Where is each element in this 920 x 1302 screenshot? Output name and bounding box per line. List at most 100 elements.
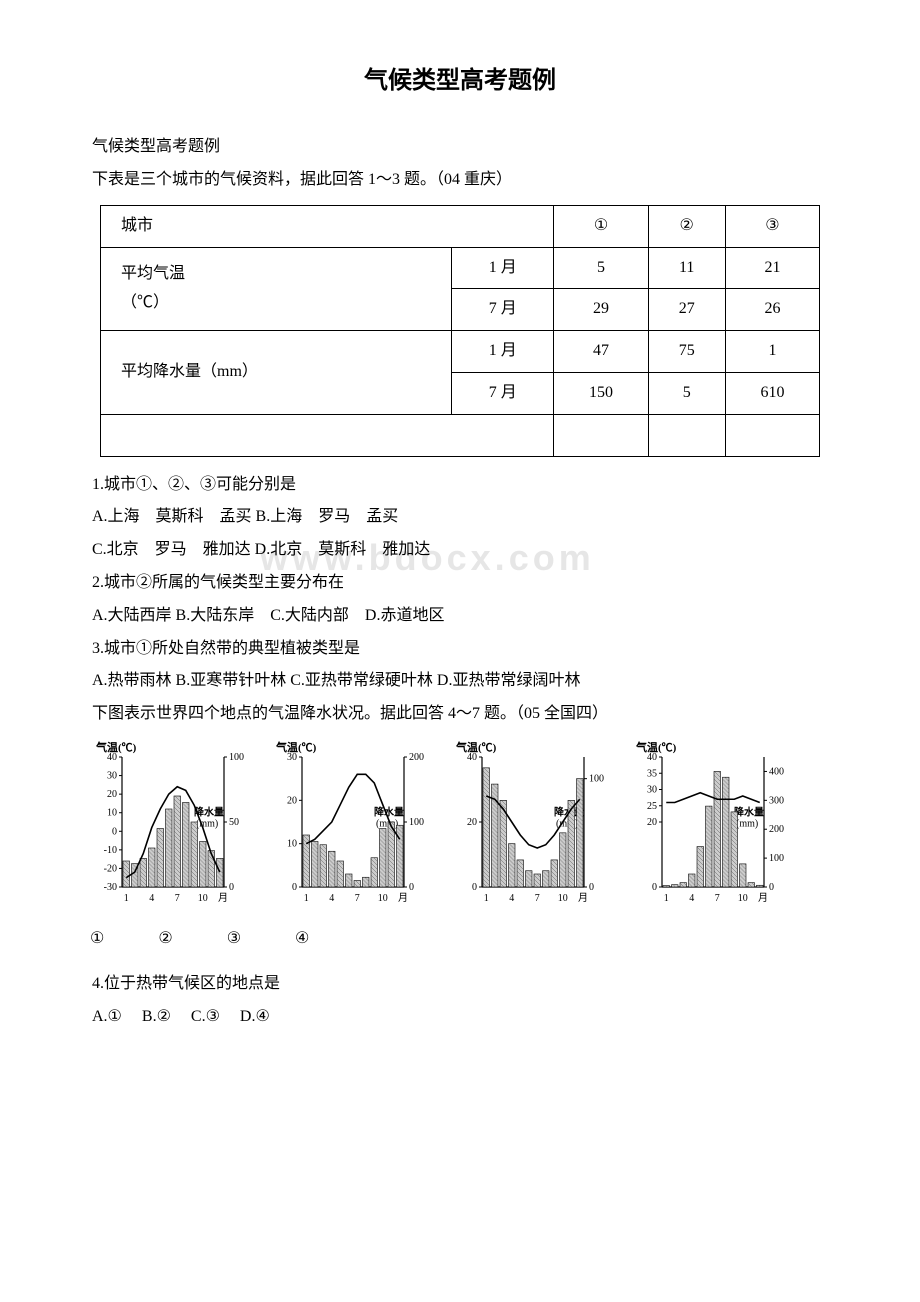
chart-2: 气温(℃)0102030降水量(mm)010020014710月 xyxy=(270,739,440,909)
cell: 75 xyxy=(648,331,725,373)
svg-text:-20: -20 xyxy=(104,863,117,874)
cell: 1 xyxy=(725,331,819,373)
th-c1: ① xyxy=(554,205,648,247)
svg-text:0: 0 xyxy=(652,882,657,893)
svg-text:0: 0 xyxy=(229,882,234,893)
svg-text:10: 10 xyxy=(738,893,748,904)
svg-text:降水量: 降水量 xyxy=(374,805,404,818)
num-1: ① xyxy=(90,930,104,947)
svg-text:月: 月 xyxy=(758,892,768,904)
svg-text:40: 40 xyxy=(467,752,477,763)
svg-text:4: 4 xyxy=(509,893,514,904)
question-4: 4.位于热带气候区的地点是 xyxy=(60,970,860,999)
svg-text:(mm): (mm) xyxy=(376,818,398,829)
cell: 11 xyxy=(648,247,725,289)
th-c3: ③ xyxy=(725,205,819,247)
svg-text:30: 30 xyxy=(647,784,657,795)
svg-text:40: 40 xyxy=(107,752,117,763)
num-2: ② xyxy=(158,930,172,947)
svg-text:0: 0 xyxy=(112,826,117,837)
svg-text:30: 30 xyxy=(287,752,297,763)
svg-text:7: 7 xyxy=(355,893,360,904)
svg-text:月: 月 xyxy=(398,892,408,904)
svg-text:0: 0 xyxy=(292,882,297,893)
svg-text:10: 10 xyxy=(107,808,117,819)
empty-cell xyxy=(648,414,725,456)
svg-text:4: 4 xyxy=(149,893,154,904)
svg-text:1: 1 xyxy=(124,893,129,904)
svg-text:0: 0 xyxy=(409,882,414,893)
svg-text:100: 100 xyxy=(229,752,244,763)
month-jul: 7 月 xyxy=(452,289,554,331)
subtitle: 气候类型高考题例 xyxy=(60,133,860,162)
svg-text:0: 0 xyxy=(769,882,774,893)
svg-text:-10: -10 xyxy=(104,845,117,856)
svg-text:10: 10 xyxy=(558,893,568,904)
svg-text:50: 50 xyxy=(229,817,239,828)
svg-text:0: 0 xyxy=(589,882,594,893)
svg-text:400: 400 xyxy=(769,766,784,777)
svg-text:7: 7 xyxy=(715,893,720,904)
svg-text:25: 25 xyxy=(647,801,657,812)
svg-text:20: 20 xyxy=(467,817,477,828)
num-3: ③ xyxy=(227,930,241,947)
svg-text:4: 4 xyxy=(689,893,694,904)
intro-2: 下图表示世界四个地点的气温降水状况。据此回答 4～7 题。（05 全国四） xyxy=(60,700,860,729)
svg-text:200: 200 xyxy=(769,824,784,835)
question-3-opts: A.热带雨林 B.亚寒带针叶林 C.亚热带常绿硬叶林 D.亚热带常绿阔叶林 xyxy=(60,667,860,696)
cell: 610 xyxy=(725,372,819,414)
svg-text:降水量: 降水量 xyxy=(734,805,764,818)
cell: 150 xyxy=(554,372,648,414)
svg-text:7: 7 xyxy=(535,893,540,904)
cell: 29 xyxy=(554,289,648,331)
svg-text:20: 20 xyxy=(647,817,657,828)
cell: 26 xyxy=(725,289,819,331)
svg-text:月: 月 xyxy=(578,892,588,904)
climate-charts: 气温(℃)-30-20-10010203040降水量(mm)0501001471… xyxy=(90,739,860,909)
svg-text:40: 40 xyxy=(647,752,657,763)
question-1-opts-b: C.北京 罗马 雅加达 D.北京 莫斯科 雅加达 xyxy=(60,536,860,565)
svg-text:100: 100 xyxy=(769,853,784,864)
svg-text:10: 10 xyxy=(378,893,388,904)
chart-numbers: ① ② ③ ④ xyxy=(90,925,860,954)
intro-1: 下表是三个城市的气候资料，据此回答 1～3 题。（04 重庆） xyxy=(60,166,860,195)
temp-unit: （℃） xyxy=(121,294,169,311)
empty-cell xyxy=(725,414,819,456)
svg-text:-30: -30 xyxy=(104,882,117,893)
svg-text:10: 10 xyxy=(198,893,208,904)
empty-cell xyxy=(554,414,648,456)
svg-text:35: 35 xyxy=(647,768,657,779)
svg-text:30: 30 xyxy=(107,771,117,782)
svg-text:100: 100 xyxy=(589,774,604,785)
temp-label-text: 平均气温 xyxy=(121,265,185,282)
svg-text:4: 4 xyxy=(329,893,334,904)
svg-text:1: 1 xyxy=(664,893,669,904)
table-row: 平均降水量（mm） 1 月 47 75 1 xyxy=(101,331,820,373)
svg-text:100: 100 xyxy=(409,817,424,828)
precip-label: 平均降水量（mm） xyxy=(101,331,452,415)
cell: 5 xyxy=(648,372,725,414)
chart-4: 气温(℃)02025303540降水量(mm)01002003004001471… xyxy=(630,739,800,909)
num-4: ④ xyxy=(295,930,309,947)
month-jan: 1 月 xyxy=(452,247,554,289)
question-3: 3.城市①所处自然带的典型植被类型是 xyxy=(60,635,860,664)
svg-text:月: 月 xyxy=(218,892,228,904)
chart-3: 气温(℃)02040降水量(mm)010014710月 xyxy=(450,739,620,909)
question-2: 2.城市②所属的气候类型主要分布在 xyxy=(60,569,860,598)
svg-text:10: 10 xyxy=(287,839,297,850)
table-row: 平均气温 （℃） 1 月 5 11 21 xyxy=(101,247,820,289)
cell: 5 xyxy=(554,247,648,289)
cell: 27 xyxy=(648,289,725,331)
svg-text:(mm): (mm) xyxy=(736,818,758,829)
svg-text:200: 200 xyxy=(409,752,424,763)
th-city: 城市 xyxy=(101,205,554,247)
table-row xyxy=(101,414,820,456)
cell: 47 xyxy=(554,331,648,373)
svg-text:1: 1 xyxy=(484,893,489,904)
svg-text:1: 1 xyxy=(304,893,309,904)
svg-text:300: 300 xyxy=(769,795,784,806)
question-1-opts-a: A.上海 莫斯科 孟买 B.上海 罗马 孟买 xyxy=(60,503,860,532)
page-title: 气候类型高考题例 xyxy=(60,60,860,103)
cell: 21 xyxy=(725,247,819,289)
svg-text:20: 20 xyxy=(107,789,117,800)
